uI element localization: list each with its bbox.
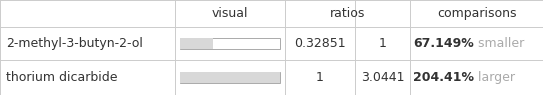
Bar — [180, 72, 280, 83]
Text: 204.41%: 204.41% — [414, 71, 475, 84]
Text: 3.0441: 3.0441 — [361, 71, 404, 84]
Text: 0.32851: 0.32851 — [294, 37, 346, 50]
Bar — [180, 38, 213, 49]
Text: visual: visual — [212, 7, 248, 20]
Bar — [180, 72, 280, 83]
Text: thorium dicarbide: thorium dicarbide — [6, 71, 117, 84]
Text: ratios: ratios — [330, 7, 365, 20]
Text: comparisons: comparisons — [437, 7, 516, 20]
Bar — [180, 38, 280, 49]
Text: 1: 1 — [316, 71, 324, 84]
Text: 1: 1 — [378, 37, 387, 50]
Text: 2-methyl-3-butyn-2-ol: 2-methyl-3-butyn-2-ol — [6, 37, 143, 50]
Text: smaller: smaller — [475, 37, 525, 50]
Text: larger: larger — [475, 71, 515, 84]
Text: 67.149%: 67.149% — [414, 37, 475, 50]
